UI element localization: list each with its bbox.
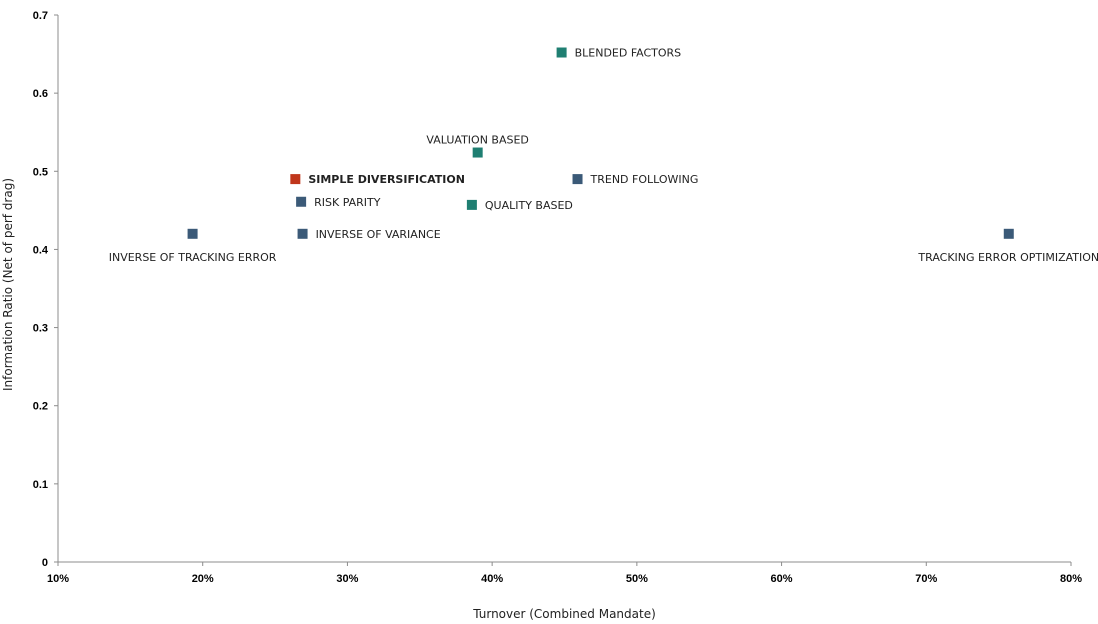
y-tick-label: 0.2 [33,401,48,413]
y-tick-label: 0.3 [33,323,48,335]
y-tick-label: 0.7 [33,10,48,22]
data-point-label: SIMPLE DIVERSIFICATION [308,173,465,186]
data-point-label: RISK PARITY [314,196,381,209]
x-tick-label: 10% [47,573,69,585]
y-tick-label: 0.5 [33,166,48,178]
data-point-marker [572,174,583,185]
data-point-marker [290,174,301,185]
data-point-marker [556,47,567,58]
data-point-label: INVERSE OF TRACKING ERROR [109,251,277,264]
x-tick-label: 20% [192,573,214,585]
data-point-marker [472,147,483,158]
y-tick-label: 0.6 [33,88,48,100]
x-tick-label: 70% [915,573,937,585]
x-axis-title: Turnover (Combined Mandate) [472,607,656,621]
y-tick-label: 0.4 [33,244,49,256]
data-point-label: QUALITY BASED [485,199,573,212]
data-point-marker [297,228,308,239]
data-point-marker [296,196,307,207]
data-point-label: VALUATION BASED [426,134,528,147]
x-tick-label: 30% [336,573,358,585]
data-point-label: INVERSE OF VARIANCE [316,228,441,241]
data-point-label: TRACKING ERROR OPTIMIZATION [917,251,1098,264]
x-tick-label: 60% [771,573,793,585]
chart-marks: BLENDED FACTORS VALUATION BASED SIMPLE DIV… [109,47,1098,264]
y-tick-label: 0 [42,557,48,569]
data-point-marker [1003,228,1014,239]
x-tick-label: 40% [481,573,503,585]
data-point-label: TREND FOLLOWING [590,173,699,186]
y-axis-title: Information Ratio (Net of perf drag) [1,178,15,391]
chart-axes: 0 0.1 0.2 0.3 0.4 0.5 0.6 0.7 10% 20% 30% 40% 50% 60%… [33,10,1083,585]
x-tick-label: 80% [1060,573,1082,585]
x-tick-label: 50% [626,573,648,585]
data-point-label: BLENDED FACTORS [575,47,682,60]
y-tick-label: 0.1 [33,479,48,491]
data-point-marker [187,228,198,239]
data-point-marker [466,199,477,210]
